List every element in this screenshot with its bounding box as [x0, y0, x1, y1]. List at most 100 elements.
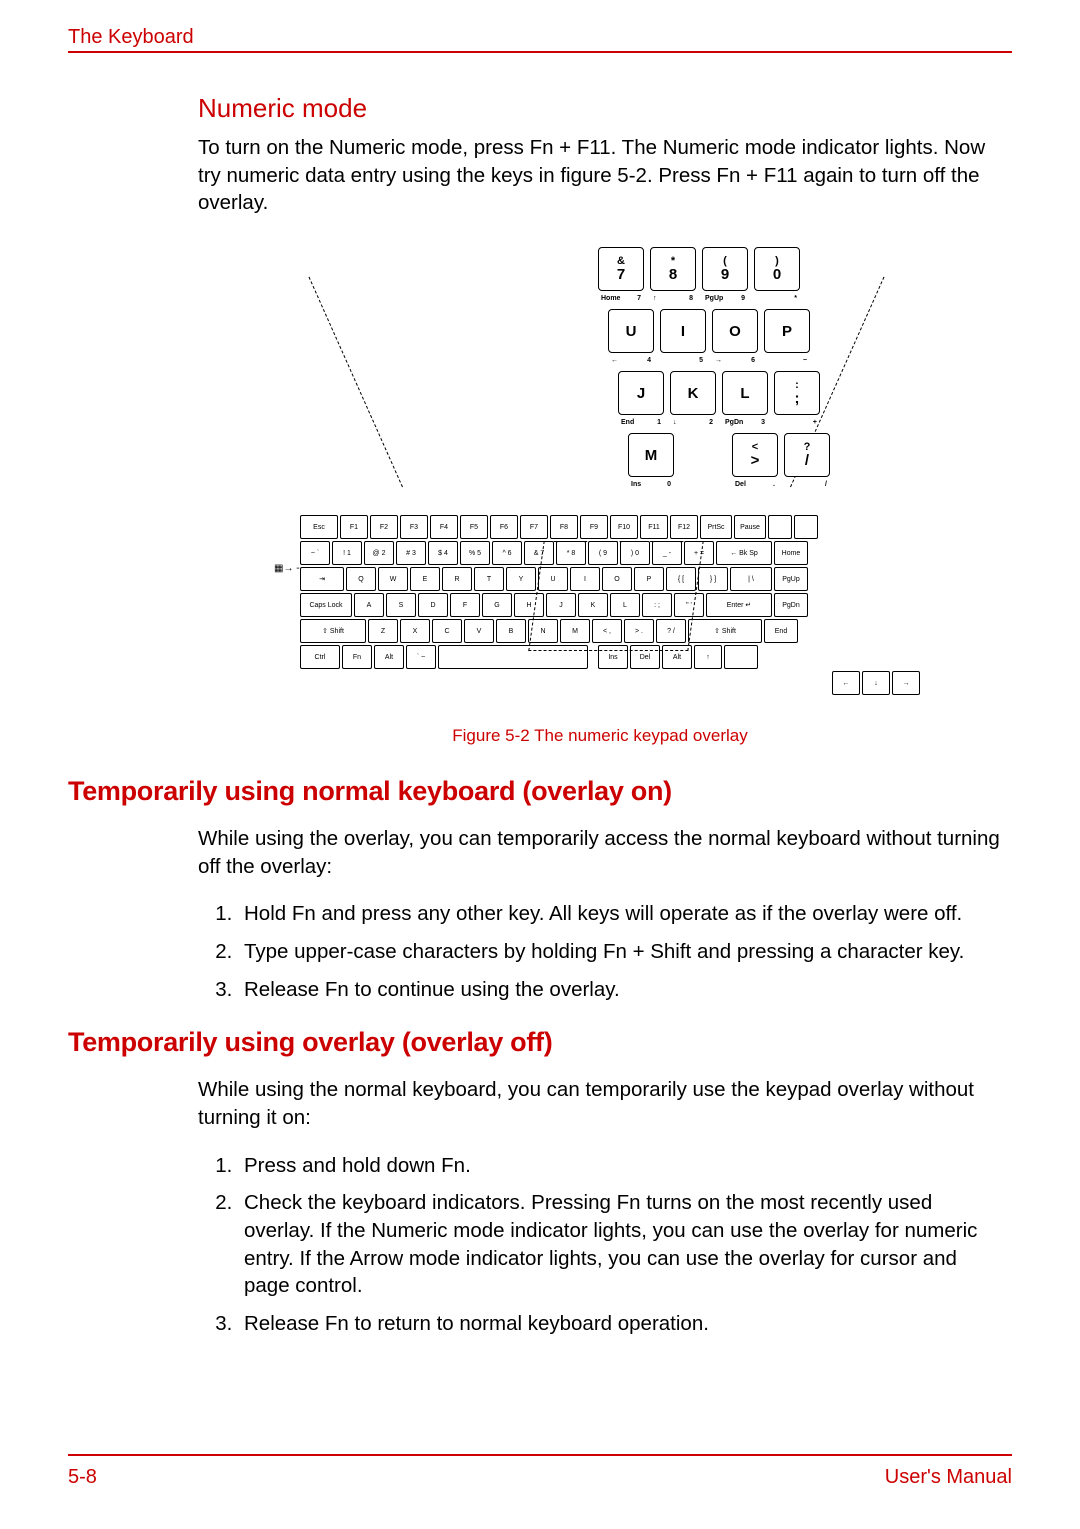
keyboard-key: F2 — [370, 515, 398, 539]
keyboard-key: F5 — [460, 515, 488, 539]
keyboard-key: S — [386, 593, 416, 617]
keyboard-key: ~ ` — [300, 541, 330, 565]
keyboard-key — [724, 645, 758, 669]
keyboard-key: X — [400, 619, 430, 643]
keyboard-key: Z — [368, 619, 398, 643]
footer-rule — [68, 1454, 1012, 1456]
figure-keyboard: &7Home7*8↑8(9PgUp9)0*U←4I5O→6P−JEnd1K↓2L… — [198, 247, 1002, 702]
keyboard-key: Esc — [300, 515, 338, 539]
keyboard-key: B — [496, 619, 526, 643]
keyboard-key: ⇥ — [300, 567, 344, 591]
overlay-key: LPgDn3 — [722, 371, 768, 415]
keyboard-key: F — [450, 593, 480, 617]
figure-caption: Figure 5-2 The numeric keypad overlay — [198, 726, 1002, 746]
keyboard-key: PgDn — [774, 593, 808, 617]
keyboard-key: V — [464, 619, 494, 643]
keyboard-key: PgUp — [774, 567, 808, 591]
keyboard-key: ^ 6 — [492, 541, 522, 565]
heading-overlay-on: Temporarily using normal keyboard (overl… — [68, 776, 1002, 807]
overlay-key: JEnd1 — [618, 371, 664, 415]
keyboard-key: Pause — [734, 515, 766, 539]
keyboard-key: A — [354, 593, 384, 617]
keyboard-key: ⇧ Shift — [300, 619, 366, 643]
keyboard-key: ! 1 — [332, 541, 362, 565]
arrow-key: → — [892, 671, 920, 695]
keyboard-key: F8 — [550, 515, 578, 539]
list-item: Press and hold down Fn. — [238, 1152, 1002, 1180]
paragraph-overlay-on: While using the overlay, you can tempora… — [198, 825, 1002, 880]
keyboard-key: | \ — [730, 567, 772, 591]
keyboard-key: Q — [346, 567, 376, 591]
footer-right-text: User's Manual — [885, 1466, 1012, 1489]
keyboard-key: Home — [774, 541, 808, 565]
keyboard-key: Caps Lock — [300, 593, 352, 617]
keyboard-key: F11 — [640, 515, 668, 539]
full-keyboard: ▦→ - EscF1F2F3F4F5F6F7F8F9F10F11F12PrtSc… — [300, 515, 920, 697]
keyboard-key: # 3 — [396, 541, 426, 565]
overlay-highlight-region — [528, 541, 703, 651]
keyboard-key — [768, 515, 792, 539]
list-item: Type upper-case characters by holding Fn… — [238, 938, 1002, 966]
overlay-key: (9PgUp9 — [702, 247, 748, 291]
keyboard-key: R — [442, 567, 472, 591]
overlay-key: K↓2 — [670, 371, 716, 415]
numeric-overlay-zoom: &7Home7*8↑8(9PgUp9)0*U←4I5O→6P−JEnd1K↓2L… — [598, 247, 800, 495]
keyboard-key: Enter ↵ — [706, 593, 772, 617]
arrow-key: ← — [832, 671, 860, 695]
keyboard-key: Y — [506, 567, 536, 591]
page-number: 5-8 — [68, 1466, 97, 1489]
keyboard-key: $ 4 — [428, 541, 458, 565]
main-content: Numeric mode To turn on the Numeric mode… — [68, 93, 1012, 1338]
keyboard-key: G — [482, 593, 512, 617]
keyboard-key: F9 — [580, 515, 608, 539]
keyboard-key: Alt — [374, 645, 404, 669]
keyboard-key: % 5 — [460, 541, 490, 565]
keyboard-key: @ 2 — [364, 541, 394, 565]
keyboard-key: ← Bk Sp — [716, 541, 772, 565]
overlay-key: U←4 — [608, 309, 654, 353]
paragraph-overlay-off: While using the normal keyboard, you can… — [198, 1076, 1002, 1131]
keyboard-key: D — [418, 593, 448, 617]
keyboard-key: ⇧ Shift — [688, 619, 762, 643]
heading-overlay-off: Temporarily using overlay (overlay off) — [68, 1027, 1002, 1058]
keyboard-key: E — [410, 567, 440, 591]
list-overlay-on: Hold Fn and press any other key. All key… — [198, 900, 1002, 1003]
keyboard-key: F7 — [520, 515, 548, 539]
overlay-key: O→6 — [712, 309, 758, 353]
keyboard-key — [794, 515, 818, 539]
overlay-key: *8↑8 — [650, 247, 696, 291]
paragraph-numeric-mode: To turn on the Numeric mode, press Fn + … — [198, 134, 1002, 217]
keyboard-key: F6 — [490, 515, 518, 539]
footer: 5-8 User's Manual — [68, 1454, 1012, 1489]
keyboard-key: T — [474, 567, 504, 591]
keyboard-diagram: &7Home7*8↑8(9PgUp9)0*U←4I5O→6P−JEnd1K↓2L… — [280, 247, 920, 697]
list-item: Release Fn to return to normal keyboard … — [238, 1310, 1002, 1338]
overlay-key: MIns0 — [628, 433, 674, 477]
overlay-key: <>Del. — [732, 433, 778, 477]
keyboard-key: PrtSc — [700, 515, 732, 539]
overlay-key: )0* — [754, 247, 800, 291]
keyboard-key: Ctrl — [300, 645, 340, 669]
keyboard-key: F4 — [430, 515, 458, 539]
overlay-key: :;+ — [774, 371, 820, 415]
keyboard-key: Fn — [342, 645, 372, 669]
keyboard-key: End — [764, 619, 798, 643]
keyboard-key: C — [432, 619, 462, 643]
keyboard-key: W — [378, 567, 408, 591]
projection-line-left — [308, 277, 402, 488]
header-rule — [68, 51, 1012, 53]
keyboard-key: ` ~ — [406, 645, 436, 669]
keyboard-side-icon: ▦→ - — [274, 563, 300, 574]
overlay-key: I5 — [660, 309, 706, 353]
keyboard-key: F1 — [340, 515, 368, 539]
header-title: The Keyboard — [68, 26, 1012, 49]
keyboard-key: F12 — [670, 515, 698, 539]
keyboard-key: ↑ — [694, 645, 722, 669]
arrow-key: ↓ — [862, 671, 890, 695]
list-overlay-off: Press and hold down Fn. Check the keyboar… — [198, 1152, 1002, 1338]
heading-numeric-mode: Numeric mode — [198, 93, 1002, 124]
keyboard-key: } ] — [698, 567, 728, 591]
keyboard-key: F3 — [400, 515, 428, 539]
overlay-key: ?// — [784, 433, 830, 477]
list-item: Check the keyboard indicators. Pressing … — [238, 1189, 1002, 1300]
